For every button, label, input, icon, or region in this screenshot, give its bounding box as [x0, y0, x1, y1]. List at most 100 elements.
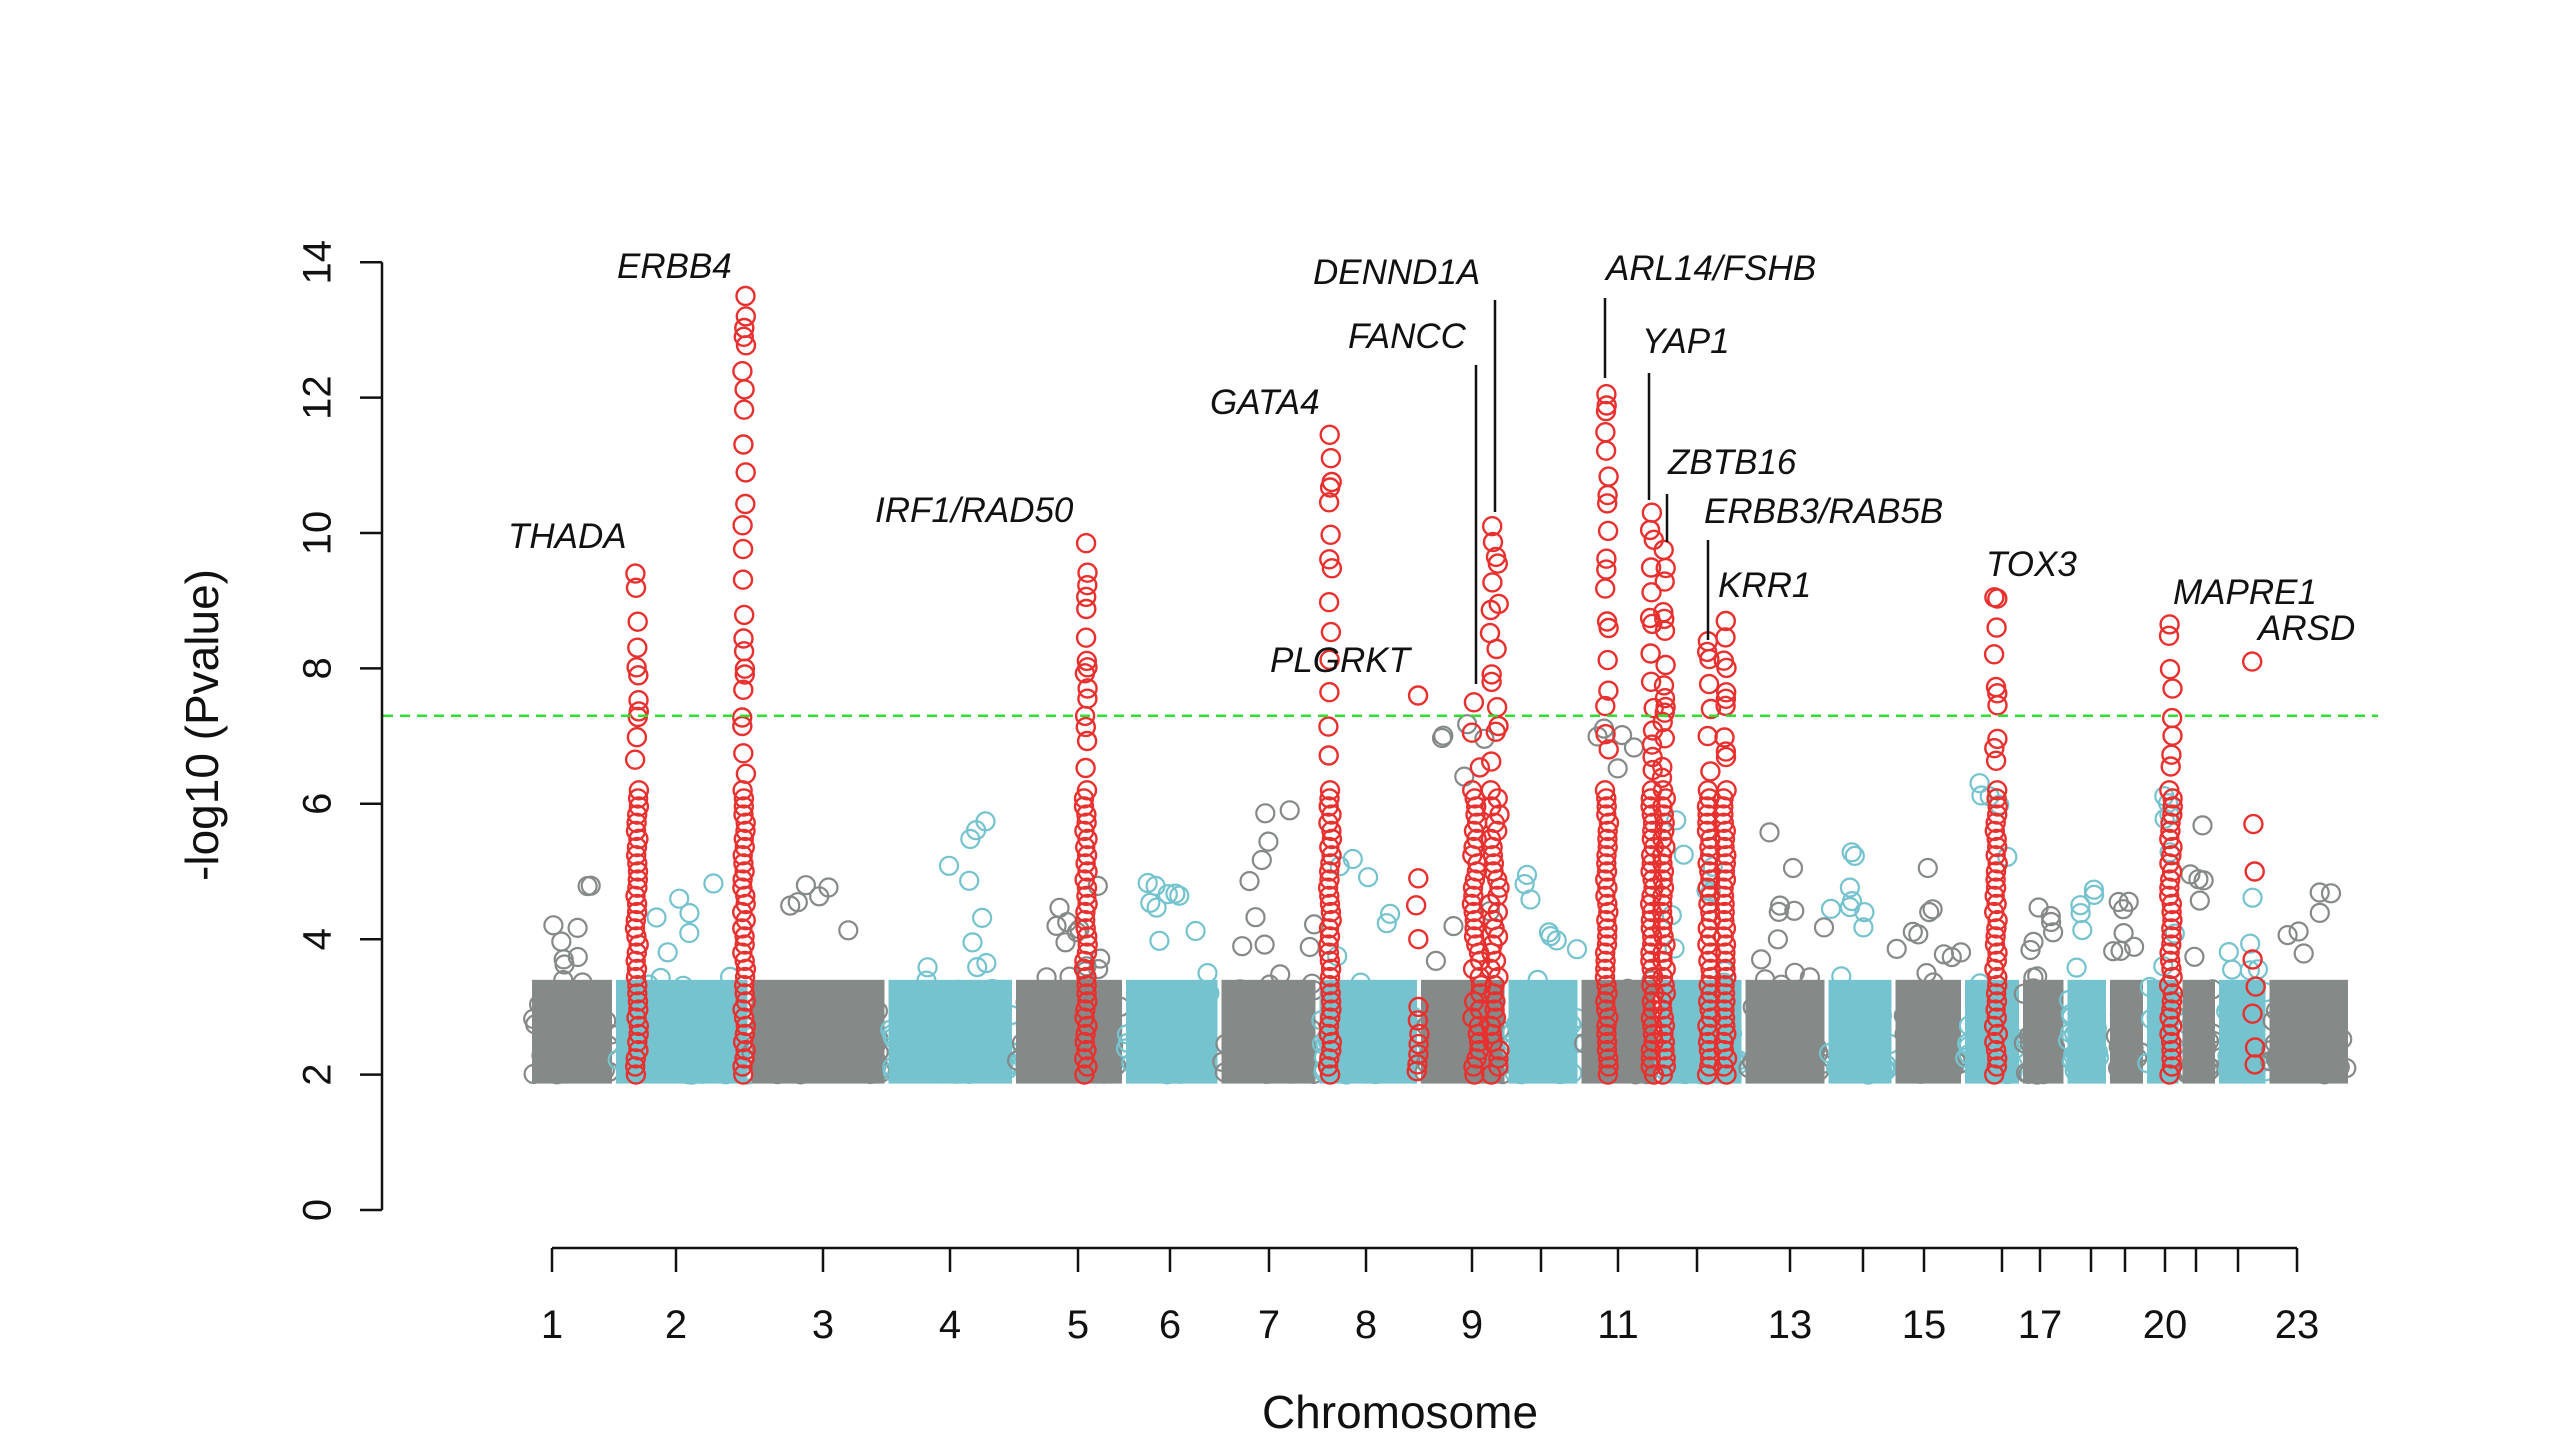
hit-point: [1319, 893, 1341, 915]
hit-point: [734, 379, 755, 400]
hit-point: [2160, 812, 2181, 833]
hit-point: [2242, 1003, 2263, 1024]
y-tick-label: 12: [296, 375, 340, 420]
hit-point: [1406, 1060, 1427, 1082]
hit-point: [1714, 910, 1735, 931]
band-point: [2086, 1018, 2107, 1039]
band-point: [1356, 1043, 1377, 1065]
band-point: [1015, 1015, 1037, 1036]
band-point: [1279, 800, 1300, 821]
hit-point: [1715, 1015, 1736, 1037]
band-point: [2294, 1031, 2315, 1053]
chromosome-band-11: [1573, 718, 1665, 1085]
hit-point: [1488, 593, 1509, 615]
hit-point: [1077, 575, 1098, 596]
hit-point: [733, 641, 755, 662]
band-point: [1527, 969, 1548, 991]
hit-point: [1985, 845, 2006, 866]
band-point: [1259, 974, 1280, 995]
band-point: [820, 1043, 841, 1065]
hit-point: [2161, 999, 2182, 1020]
band-point: [1766, 1055, 1788, 1076]
band-point: [795, 1026, 816, 1047]
band-point: [2028, 897, 2049, 918]
band-point: [1340, 989, 1362, 1011]
hit-point: [1986, 828, 2007, 850]
band-point: [2023, 1032, 2044, 1053]
hit-point: [1715, 958, 1736, 980]
band-point: [1397, 1009, 1418, 1030]
hit-point: [1715, 820, 1737, 842]
hit-point: [1318, 716, 1339, 737]
band-point: [2072, 919, 2093, 941]
hit-point: [1464, 788, 1485, 809]
gene-leader-lines: [1474, 298, 1710, 684]
hit-point: [734, 1023, 756, 1045]
hit-point: [627, 991, 649, 1012]
hit-point: [1639, 607, 1661, 629]
band-point: [2332, 1029, 2353, 1050]
band-point: [567, 917, 588, 939]
hit-point: [1713, 877, 1734, 898]
hit-point: [2159, 1064, 2180, 1085]
hit-point: [1074, 836, 1096, 858]
band-point: [1552, 1049, 1574, 1071]
hit-point: [735, 991, 756, 1012]
band-point: [1799, 967, 1821, 988]
hit-point: [1596, 548, 1617, 569]
band-point: [1759, 822, 1780, 843]
hit-point: [1077, 688, 1098, 709]
hit-point: [1597, 820, 1618, 842]
band-point: [1851, 1018, 1872, 1040]
hit-point: [1652, 910, 1674, 931]
hit-point: [1716, 845, 1737, 866]
band-point: [679, 922, 700, 944]
band-point: [1191, 1051, 1213, 1072]
band-point: [1981, 1028, 2003, 1050]
band-point: [1861, 1034, 1883, 1056]
hit-point: [1319, 549, 1340, 570]
band-point: [1429, 1052, 1450, 1073]
band-point: [1197, 1056, 1218, 1077]
hit-point: [2244, 861, 2265, 882]
hit-point: [1653, 926, 1674, 947]
hit-point: [2161, 926, 2182, 947]
band-point: [1950, 942, 1972, 963]
hit-point: [625, 966, 647, 988]
y-tick-label: 2: [296, 1063, 340, 1085]
band-point: [855, 1008, 876, 1029]
hit-point: [1318, 942, 1340, 963]
hit-point: [1699, 926, 1721, 947]
hit-point: [1986, 804, 2008, 825]
hit-point: [627, 788, 649, 809]
hit-point: [732, 845, 753, 866]
hit-point: [2159, 780, 2180, 801]
x-axis: 1 2 3 4 5 6 7 8 9 11 13 15 17 20 23: [541, 1246, 2319, 1347]
hit-point: [734, 975, 755, 996]
hit-point: [1597, 918, 1618, 939]
hit-point: [1987, 942, 2008, 963]
hit-point: [1319, 885, 1340, 907]
hit-point: [1716, 966, 1737, 988]
band-point: [1243, 1063, 1264, 1084]
chromosome-band-14: [1818, 842, 1901, 1085]
chromosome-band-4: [880, 811, 1022, 1085]
hit-point: [1640, 557, 1662, 578]
hit-point: [2162, 910, 2183, 931]
band-point: [807, 1042, 828, 1063]
hit-point: [628, 1015, 649, 1037]
band-point: [551, 931, 572, 952]
hit-point: [1655, 788, 1677, 809]
band-point: [580, 875, 601, 896]
hit-point: [1321, 471, 1342, 493]
hit-point: [1407, 1010, 1429, 1031]
band-point: [933, 1063, 955, 1084]
hit-point: [733, 788, 755, 809]
hit-point: [1715, 688, 1737, 709]
hit-point: [1318, 934, 1339, 955]
hit-point: [2159, 828, 2180, 850]
hit-point: [1321, 845, 1342, 866]
band-point: [2218, 941, 2239, 963]
hit-point: [1654, 1015, 1676, 1037]
hit-point: [1716, 780, 1737, 801]
